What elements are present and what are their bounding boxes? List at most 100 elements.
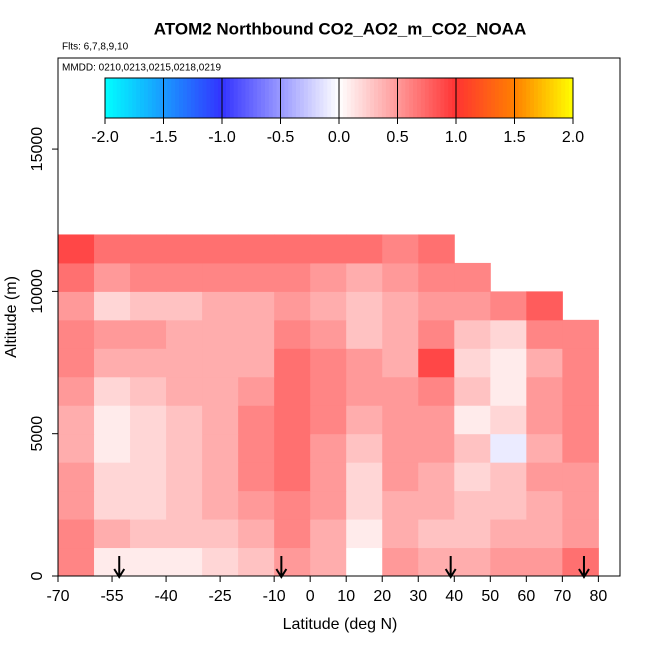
colorbar-swatch: [432, 78, 437, 118]
heatmap-cell: [490, 376, 527, 406]
colorbar-swatch: [132, 78, 137, 118]
chart-title: ATOM2 Northbound CO2_AO2_m_CO2_NOAA: [154, 19, 526, 38]
heatmap-cell: [526, 319, 563, 349]
colorbar-swatch: [467, 78, 473, 118]
heatmap-cell: [454, 348, 491, 378]
colorbar-swatch: [397, 78, 402, 118]
heatmap-cell: [202, 547, 239, 577]
colorbar-swatch: [268, 78, 274, 118]
heatmap-cell: [490, 519, 527, 549]
colorbar-swatch: [487, 78, 492, 118]
colorbar-swatch: [245, 78, 250, 118]
colorbar-swatch: [112, 78, 118, 118]
heatmap-cell: [238, 234, 275, 264]
heatmap-cell: [418, 519, 455, 549]
colorbar-swatch: [553, 78, 558, 118]
heatmap-cell: [382, 462, 419, 492]
heatmap-cell: [166, 547, 203, 577]
heatmap-cell: [346, 291, 383, 321]
heatmap-cell: [562, 519, 599, 549]
colorbar-swatch: [307, 78, 313, 118]
heatmap-cell: [526, 462, 563, 492]
heatmap-cell: [238, 262, 275, 292]
heatmap-cell: [346, 262, 383, 292]
colorbar-swatch: [370, 78, 375, 118]
colorbar-swatch: [456, 78, 461, 118]
colorbar-swatch: [296, 78, 301, 118]
x-tick-label: 0: [306, 588, 315, 605]
x-tick-label: -25: [209, 588, 232, 605]
heatmap-cell: [526, 490, 563, 520]
colorbar-swatch: [264, 78, 270, 118]
subtitle: Flts: 6,7,8,9,10: [62, 42, 129, 53]
x-tick-label: 50: [481, 588, 499, 605]
heatmap-cell: [382, 376, 419, 406]
heatmap-cell: [58, 348, 95, 378]
heatmap-cell: [202, 462, 239, 492]
heatmap-cell: [418, 547, 455, 577]
heatmap-cell: [166, 234, 203, 264]
colorbar-swatch: [147, 78, 153, 118]
heatmap-cell: [454, 433, 491, 463]
heatmap-cell: [382, 262, 419, 292]
heatmap-cell: [454, 490, 491, 520]
colorbar-swatch: [378, 78, 383, 118]
heatmap-cell: [238, 462, 275, 492]
colorbar-swatch: [557, 78, 562, 118]
colorbar-swatch: [498, 78, 504, 118]
colorbar-swatch: [491, 78, 496, 118]
heatmap-cell: [130, 433, 167, 463]
colorbar-swatch: [233, 78, 239, 118]
colorbar-swatch: [257, 78, 262, 118]
heatmap-cell: [382, 490, 419, 520]
colorbar-swatch: [183, 78, 188, 118]
arrow: [578, 556, 590, 579]
colorbar-swatch: [190, 78, 196, 118]
x-tick-label: 30: [409, 588, 427, 605]
heatmap-cell: [202, 490, 239, 520]
colorbar-swatch: [229, 78, 235, 118]
colorbar-swatch: [124, 78, 129, 118]
heatmap-cell: [310, 547, 347, 577]
heatmap-cell: [202, 262, 239, 292]
heatmap-cell: [274, 319, 311, 349]
heatmap-cell: [382, 405, 419, 435]
heatmap-cell: [562, 490, 599, 520]
heatmap-cell: [274, 490, 311, 520]
heatmap-cell: [166, 291, 203, 321]
x-tick-label: 40: [445, 588, 463, 605]
colorbar-swatch: [561, 78, 566, 118]
heatmap-cell: [346, 547, 383, 577]
colorbar-swatch: [342, 78, 348, 118]
heatmap-cell: [274, 376, 311, 406]
x-tick-label: -10: [263, 588, 286, 605]
heatmap-cell: [526, 405, 563, 435]
heatmap-cell: [382, 433, 419, 463]
heatmap-cell: [130, 462, 167, 492]
colorbar-swatch: [335, 78, 340, 118]
heatmap-cell: [58, 519, 95, 549]
heatmap-cell: [202, 348, 239, 378]
heatmap-cell: [490, 319, 527, 349]
heatmap-cell: [94, 519, 131, 549]
colorbar-swatch: [448, 78, 453, 118]
colorbar-swatch: [350, 78, 356, 118]
colorbar-tick-label: 1.0: [445, 129, 467, 146]
colorbar-swatch: [241, 78, 246, 118]
heatmap-cell: [94, 262, 131, 292]
colorbar-swatch: [171, 78, 176, 118]
colorbar-swatch: [327, 78, 332, 118]
heatmap-cell: [346, 490, 383, 520]
heatmap-cell: [382, 348, 419, 378]
heatmap-cell: [238, 291, 275, 321]
colorbar-swatch: [459, 78, 465, 118]
plot-frame: [57, 57, 621, 577]
heatmap-cell: [346, 234, 383, 264]
heatmap-cell: [346, 462, 383, 492]
heatmap-cell: [130, 519, 167, 549]
colorbar-swatch: [261, 78, 266, 118]
heatmap-cell: [58, 490, 95, 520]
colorbar-swatch: [300, 78, 305, 118]
colorbar-swatch: [210, 78, 215, 118]
colorbar-swatch: [495, 78, 500, 118]
